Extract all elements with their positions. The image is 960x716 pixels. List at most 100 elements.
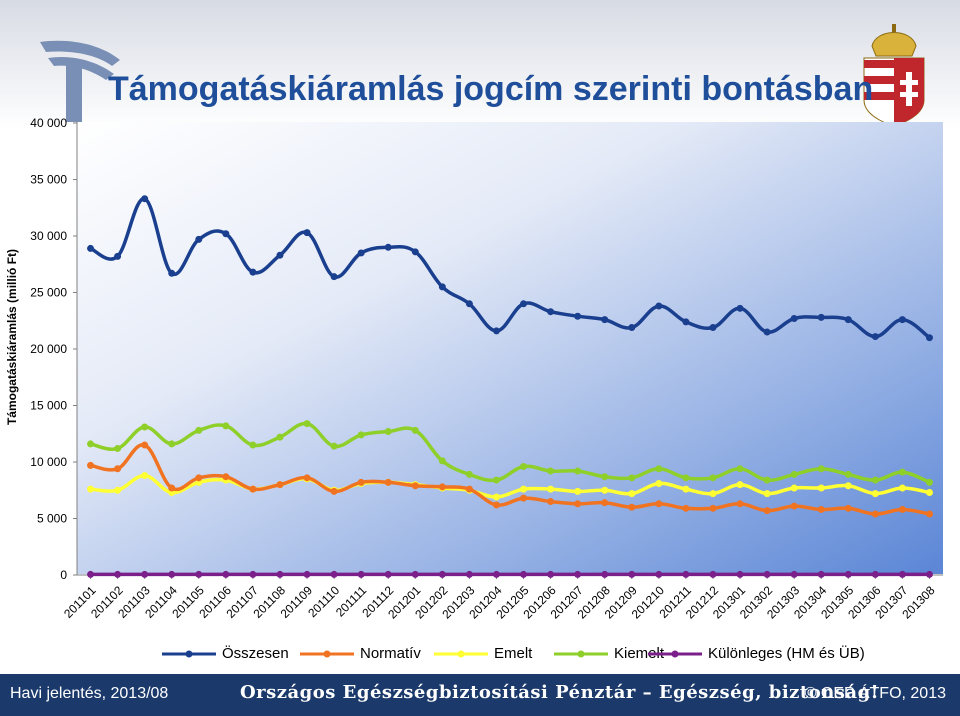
series-kiemelt [87, 420, 933, 486]
data-point-osszesen [141, 195, 149, 203]
data-point-kulonleges [790, 570, 798, 578]
data-point-emelt [763, 490, 771, 498]
data-point-normativ [438, 483, 446, 491]
data-point-osszesen [357, 249, 365, 257]
data-point-kiemelt [492, 476, 500, 484]
data-point-normativ [249, 485, 257, 493]
series-kulonleges [87, 570, 933, 578]
data-point-kulonleges [249, 570, 257, 578]
data-point-kiemelt [736, 465, 744, 473]
data-point-normativ [844, 504, 852, 512]
data-point-normativ [520, 494, 528, 502]
data-point-emelt [817, 484, 825, 492]
data-point-kiemelt [249, 441, 257, 449]
y-tick-label: 35 000 [30, 173, 67, 187]
data-point-kulonleges [492, 570, 500, 578]
data-point-emelt [736, 481, 744, 489]
data-point-kiemelt [628, 474, 636, 482]
header-band [0, 0, 960, 130]
data-point-normativ [709, 504, 717, 512]
data-point-osszesen [763, 328, 771, 336]
data-point-osszesen [790, 314, 798, 322]
data-point-kulonleges [87, 570, 95, 578]
data-point-osszesen [492, 327, 500, 335]
legend-label-normativ: Normatív [360, 645, 421, 662]
data-point-normativ [898, 505, 906, 513]
data-point-normativ [817, 505, 825, 513]
legend-swatch-osszesen [162, 650, 216, 658]
data-point-kulonleges [330, 570, 338, 578]
data-point-kiemelt [601, 473, 609, 481]
data-point-kulonleges [655, 570, 663, 578]
data-point-osszesen [844, 316, 852, 324]
data-point-kulonleges [357, 570, 365, 578]
data-point-normativ [465, 485, 473, 493]
data-point-emelt [898, 484, 906, 492]
data-point-emelt [114, 486, 122, 494]
data-point-osszesen [898, 316, 906, 324]
data-point-osszesen [303, 229, 311, 237]
legend-label-emelt: Emelt [494, 645, 533, 662]
data-point-kiemelt [790, 470, 798, 478]
data-point-kulonleges [384, 570, 392, 578]
data-point-emelt [790, 484, 798, 492]
data-point-normativ [736, 500, 744, 508]
data-point-osszesen [871, 333, 879, 341]
data-point-kiemelt [898, 468, 906, 476]
data-point-kiemelt [682, 474, 690, 482]
data-point-emelt [871, 490, 879, 498]
data-point-kiemelt [547, 467, 555, 475]
data-point-normativ [871, 510, 879, 518]
data-point-osszesen [628, 324, 636, 332]
data-point-osszesen [195, 235, 203, 243]
data-point-kulonleges [763, 570, 771, 578]
data-point-kiemelt [141, 423, 149, 431]
data-point-osszesen [682, 318, 690, 326]
hungarian-coat-of-arms [863, 24, 925, 127]
data-point-kulonleges [195, 570, 203, 578]
data-point-osszesen [276, 251, 284, 259]
data-point-normativ [601, 499, 609, 507]
data-point-normativ [195, 474, 203, 482]
data-point-osszesen [817, 313, 825, 321]
data-point-emelt [141, 472, 149, 480]
data-point-kiemelt [817, 465, 825, 473]
legend: Összesen Normatív Emelt Kiemelt Különleg… [160, 644, 880, 664]
y-axis: 0 5 000 10 000 15 000 20 000 25 000 30 000 35 0… [30, 116, 78, 582]
data-point-osszesen [222, 230, 230, 238]
data-point-osszesen [330, 273, 338, 281]
legend-swatch-normativ [300, 650, 354, 658]
data-point-normativ [168, 484, 176, 492]
data-point-kulonleges [276, 570, 284, 578]
y-tick-label: 15 000 [30, 399, 67, 413]
data-point-kiemelt [655, 465, 663, 473]
data-point-kiemelt [276, 433, 284, 441]
data-point-osszesen [709, 324, 717, 332]
data-point-kiemelt [195, 426, 203, 434]
y-tick-label: 10 000 [30, 455, 67, 469]
data-point-kiemelt [330, 442, 338, 450]
data-point-emelt [682, 485, 690, 493]
data-point-kulonleges [438, 570, 446, 578]
data-point-emelt [492, 493, 500, 501]
footer-bar: Havi jelentés, 2013/08 Országos Egészség… [0, 674, 960, 716]
legend-label-kiemelt: Kiemelt [614, 645, 665, 662]
data-point-kulonleges [141, 570, 149, 578]
data-point-kulonleges [520, 570, 528, 578]
y-tick-label: 0 [60, 568, 67, 582]
data-point-osszesen [547, 308, 555, 316]
legend-swatch-kulonleges [648, 650, 702, 658]
data-point-kulonleges [817, 570, 825, 578]
data-point-osszesen [249, 268, 257, 276]
data-point-kiemelt [303, 420, 311, 428]
series-layer [87, 195, 933, 578]
y-axis-label: Támogatáskiáramlás (millió Ft) [5, 248, 19, 426]
data-point-emelt [844, 482, 852, 490]
data-point-normativ [790, 502, 798, 510]
data-point-normativ [492, 501, 500, 509]
data-point-kulonleges [114, 570, 122, 578]
data-point-kiemelt [384, 427, 392, 435]
data-point-emelt [628, 490, 636, 498]
